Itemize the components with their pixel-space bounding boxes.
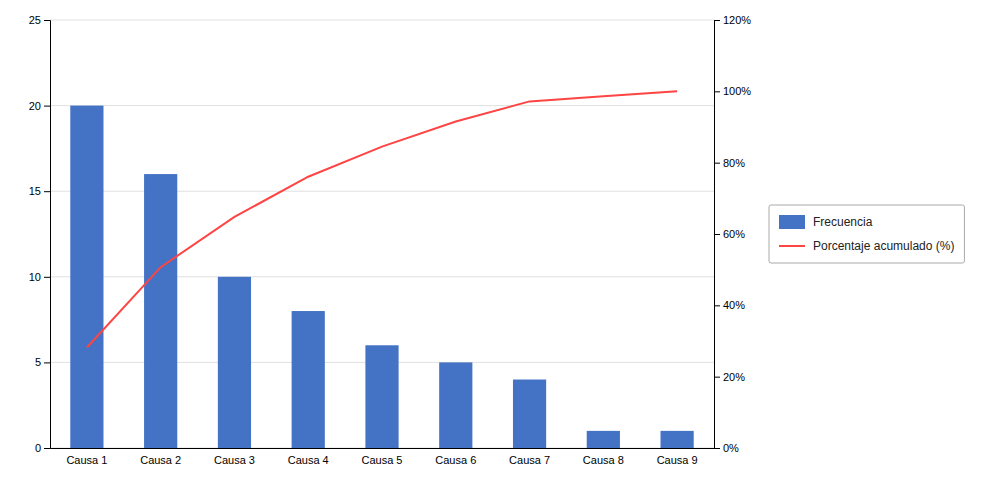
tick-mark bbox=[44, 362, 50, 363]
tick-label: 60% bbox=[723, 228, 745, 240]
tick-mark bbox=[714, 20, 720, 21]
tick: 100% bbox=[714, 85, 751, 97]
tick: 60% bbox=[714, 228, 745, 240]
tick: Causa 4 bbox=[288, 454, 329, 466]
tick-mark bbox=[714, 305, 720, 306]
tick: 10 bbox=[29, 271, 50, 283]
legend-label: Porcentaje acumulado (%) bbox=[813, 239, 954, 253]
tick: 20 bbox=[29, 100, 50, 112]
chart: Causa 1 Causa 2 Causa 3 Causa 4 Causa 5 Causa… bbox=[0, 0, 994, 488]
tick: 25 bbox=[29, 14, 50, 26]
tick: Causa 9 bbox=[657, 454, 698, 466]
axis-line bbox=[44, 21, 51, 449]
tick-mark bbox=[714, 448, 720, 449]
plot: Causa 1 Causa 2 Causa 3 Causa 4 Causa 5 Causa… bbox=[29, 14, 752, 466]
y2-axis: 0% 20% 40% 60% 80% 100% 120% bbox=[714, 14, 751, 454]
tick: 120% bbox=[714, 14, 751, 26]
tick: 15 bbox=[29, 185, 50, 197]
bar bbox=[144, 174, 177, 448]
tick-mark bbox=[714, 163, 720, 164]
bar bbox=[292, 311, 325, 448]
tick: 80% bbox=[714, 157, 745, 169]
legend-box bbox=[769, 205, 964, 263]
tick-mark bbox=[714, 91, 720, 92]
bar bbox=[661, 431, 694, 448]
tick-label: Causa 5 bbox=[362, 454, 403, 466]
tick-label: 25 bbox=[29, 14, 41, 26]
tick-mark bbox=[44, 448, 50, 449]
tick-label: 100% bbox=[723, 85, 751, 97]
grid bbox=[50, 20, 714, 448]
bar bbox=[365, 345, 398, 448]
tick-label: 0% bbox=[723, 442, 739, 454]
bar-series bbox=[70, 106, 693, 448]
tick-label: 10 bbox=[29, 271, 41, 283]
tick-mark bbox=[44, 106, 50, 107]
tick-mark bbox=[44, 277, 50, 278]
grid-line bbox=[50, 105, 714, 106]
legend-swatch bbox=[779, 245, 805, 247]
tick-label: Causa 3 bbox=[214, 454, 255, 466]
tick-label: 15 bbox=[29, 185, 41, 197]
tick-label: 20% bbox=[723, 371, 745, 383]
tick: Causa 2 bbox=[140, 454, 181, 466]
tick: Causa 5 bbox=[362, 454, 403, 466]
tick-label: 5 bbox=[35, 356, 41, 368]
tick: Causa 8 bbox=[583, 454, 624, 466]
y-axis: 0 5 10 15 20 25 bbox=[29, 14, 51, 454]
tick-label: Causa 9 bbox=[657, 454, 698, 466]
legend-item: Porcentaje acumulado (%) bbox=[779, 239, 954, 253]
marks bbox=[70, 91, 693, 448]
tick: 40% bbox=[714, 299, 745, 311]
tick-label: 20 bbox=[29, 100, 41, 112]
tick-label: Causa 8 bbox=[583, 454, 624, 466]
line bbox=[87, 91, 677, 347]
tick-label: 40% bbox=[723, 299, 745, 311]
grid-line bbox=[50, 20, 714, 21]
bar bbox=[513, 380, 546, 448]
tick-mark bbox=[44, 20, 50, 21]
x-axis: Causa 1 Causa 2 Causa 3 Causa 4 Causa 5 Causa… bbox=[51, 449, 715, 466]
bar bbox=[218, 277, 251, 448]
axis-line bbox=[715, 21, 721, 449]
tick-label: 0 bbox=[35, 442, 41, 454]
tick: 5 bbox=[35, 356, 50, 368]
tick-label: 120% bbox=[723, 14, 751, 26]
tick: Causa 7 bbox=[509, 454, 550, 466]
legend-label: Frecuencia bbox=[813, 215, 873, 229]
bar bbox=[587, 431, 620, 448]
bar bbox=[70, 106, 103, 448]
legend-swatch bbox=[779, 215, 805, 229]
tick-label: Causa 1 bbox=[66, 454, 107, 466]
tick-mark bbox=[44, 191, 50, 192]
tick: 20% bbox=[714, 371, 745, 383]
tick-label: 80% bbox=[723, 157, 745, 169]
tick-mark bbox=[714, 234, 720, 235]
axis-line bbox=[51, 448, 715, 449]
tick: Causa 6 bbox=[435, 454, 476, 466]
tick-label: Causa 7 bbox=[509, 454, 550, 466]
tick-label: Causa 4 bbox=[288, 454, 329, 466]
tick: 0 bbox=[35, 442, 50, 454]
bar bbox=[439, 362, 472, 448]
tick: 0% bbox=[714, 442, 739, 454]
tick-mark bbox=[714, 377, 720, 378]
tick: Causa 1 bbox=[66, 454, 107, 466]
tick-label: Causa 6 bbox=[435, 454, 476, 466]
tick-label: Causa 2 bbox=[140, 454, 181, 466]
legend-item: Frecuencia bbox=[779, 215, 873, 229]
legend: Frecuencia Porcentaje acumulado (%) bbox=[769, 205, 964, 263]
tick: Causa 3 bbox=[214, 454, 255, 466]
